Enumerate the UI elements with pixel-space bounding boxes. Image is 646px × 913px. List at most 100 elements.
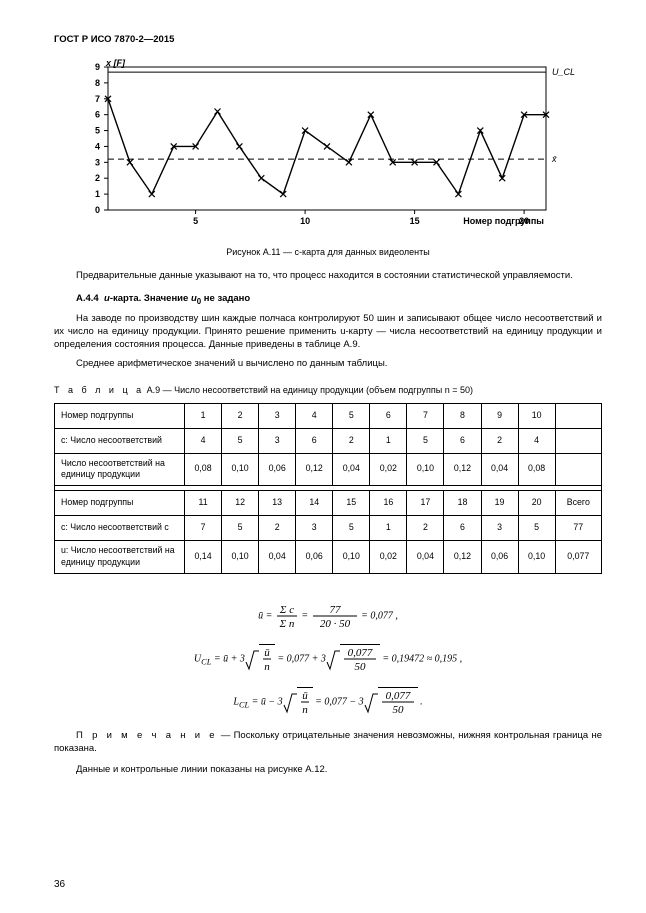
note: П р и м е ч а н и е — Поскольку отрицате… (54, 730, 602, 756)
svg-text:9: 9 (95, 62, 100, 72)
svg-text:x [F]: x [F] (105, 58, 126, 68)
table-cell: 2 (481, 428, 518, 453)
table-cell: 2 (259, 516, 296, 541)
svg-text:50: 50 (354, 661, 366, 673)
table-cell: 9 (481, 403, 518, 428)
table-cell: 0,08 (518, 453, 555, 486)
equation-mean: ū = Σ cΣ n = 7720 · 50 = 0,077 , (54, 602, 602, 630)
table-cell: 0,10 (222, 453, 259, 486)
svg-text:6: 6 (95, 109, 100, 119)
table-cell: 0,10 (333, 541, 370, 574)
svg-text:Σ c: Σ c (279, 604, 294, 616)
table-cell: 8 (444, 403, 481, 428)
table-cell: 3 (481, 516, 518, 541)
table-rowhead: c: Число несоответствий c (55, 516, 185, 541)
table-cell: 6 (370, 403, 407, 428)
svg-text:5: 5 (95, 125, 100, 135)
table-cell: 3 (259, 403, 296, 428)
table-cell: 5 (333, 403, 370, 428)
table-cell: 2 (407, 516, 444, 541)
table-cell: 4 (185, 428, 222, 453)
table-rowhead: Номер подгруппы (55, 491, 185, 516)
table-cell: 10 (518, 403, 555, 428)
table-cell: 5 (333, 516, 370, 541)
table-cell: 0,06 (296, 541, 333, 574)
standard-code: ГОСТ Р ИСО 7870-2—2015 (54, 34, 602, 47)
table-cell: 7 (185, 516, 222, 541)
table-cell (555, 403, 601, 428)
table-cell: 0,12 (296, 453, 333, 486)
table-cell: 6 (444, 516, 481, 541)
svg-text:n: n (302, 704, 308, 716)
equations-block: ū = Σ cΣ n = 7720 · 50 = 0,077 , UCL = ū… (54, 602, 602, 716)
table-rowhead: Число несоответствий на единицу продукци… (55, 453, 185, 486)
paragraph-body2: Среднее арифметическое значений u вычисл… (54, 358, 602, 371)
svg-text:ū: ū (302, 690, 308, 702)
svg-text:20 · 50: 20 · 50 (320, 618, 351, 630)
equation-lcl: LCL = ū − 3ūn = 0,077 − 30,07750 . (54, 687, 602, 716)
table-cell: 4 (296, 403, 333, 428)
svg-text:0,077: 0,077 (347, 647, 372, 659)
table-cell: 0,04 (259, 541, 296, 574)
svg-text:Σ n: Σ n (278, 618, 294, 630)
table-cell: 7 (407, 403, 444, 428)
table-cell: 5 (222, 516, 259, 541)
svg-text:15: 15 (410, 216, 420, 226)
table-cell: 20 (518, 491, 555, 516)
table-rowhead: c: Число несоответствий (55, 428, 185, 453)
svg-text:x̄: x̄ (551, 154, 557, 164)
section-heading: A.4.4 u-карта. Значение u0 не задано (54, 293, 602, 308)
table-cell: 1 (370, 516, 407, 541)
table-cell: 15 (333, 491, 370, 516)
table-cell: 0,02 (370, 541, 407, 574)
table-cell: 3 (296, 516, 333, 541)
svg-text:77: 77 (329, 604, 341, 616)
svg-text:7: 7 (95, 94, 100, 104)
svg-text:10: 10 (300, 216, 310, 226)
table-cell: 3 (259, 428, 296, 453)
table-cell (555, 453, 601, 486)
table-cell: 19 (481, 491, 518, 516)
table-cell: 6 (296, 428, 333, 453)
equation-ucl: UCL = ū + 3ūn = 0,077 + 30,07750 = 0,194… (54, 644, 602, 673)
sect-r1: -карта. Значение (110, 293, 191, 304)
table-caption: Т а б л и ц а A.9 — Число несоответствий… (54, 384, 602, 396)
svg-text:0,077: 0,077 (385, 690, 410, 702)
page-number: 36 (54, 878, 65, 892)
note-sp: П р и м е ч а н и е (76, 730, 218, 741)
table-cell: 14 (296, 491, 333, 516)
table-caption-sp: Т а б л и ц а (54, 385, 144, 395)
table-cell: 1 (370, 428, 407, 453)
table-rowhead: u: Число несоответствий на единицу проду… (55, 541, 185, 574)
paragraph-ref: Данные и контрольные линии показаны на р… (54, 764, 602, 777)
table-cell: 0,04 (407, 541, 444, 574)
svg-text:50: 50 (392, 704, 404, 716)
table-cell: 11 (185, 491, 222, 516)
table-cell: 77 (555, 516, 601, 541)
table-cell: 0,10 (407, 453, 444, 486)
section-number: A.4.4 (76, 293, 99, 304)
table-cell: 0,06 (481, 541, 518, 574)
defects-table: Номер подгруппы12345678910c: Число несоо… (54, 403, 602, 575)
table-cell: 0,12 (444, 541, 481, 574)
table-cell: 0,06 (259, 453, 296, 486)
table-cell: 0,077 (555, 541, 601, 574)
svg-text:n: n (264, 661, 270, 673)
table-cell: 12 (222, 491, 259, 516)
table-cell: 0,14 (185, 541, 222, 574)
svg-text:Номер подгруппы: Номер подгруппы (463, 216, 544, 226)
table-cell: 13 (259, 491, 296, 516)
svg-text:2: 2 (95, 173, 100, 183)
table-cell: Всего (555, 491, 601, 516)
table-cell: 18 (444, 491, 481, 516)
table-cell: 0,10 (222, 541, 259, 574)
svg-text:1: 1 (95, 189, 100, 199)
svg-text:U_CL: U_CL (552, 67, 575, 77)
control-chart: 01234567895101520x [F]Номер подгруппыU_C… (66, 55, 602, 240)
table-cell: 0,02 (370, 453, 407, 486)
svg-text:0: 0 (95, 205, 100, 215)
table-cell: 16 (370, 491, 407, 516)
svg-text:5: 5 (193, 216, 198, 226)
table-cell (555, 428, 601, 453)
svg-text:8: 8 (95, 78, 100, 88)
